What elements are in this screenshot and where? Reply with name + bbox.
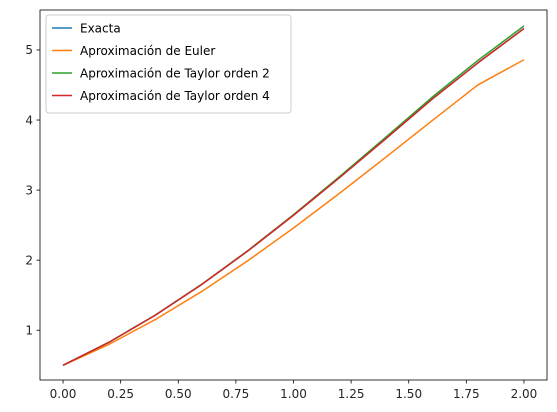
series-line-2	[62, 59, 525, 366]
y-tick-label: 4	[25, 113, 33, 127]
y-tick-label: 1	[25, 324, 33, 338]
y-tick-label: 5	[25, 43, 33, 57]
x-tick-label: 0.25	[107, 387, 134, 401]
x-tick-label: 2.00	[511, 387, 538, 401]
legend: Exacta Aproximación de Euler Aproximación …	[45, 14, 292, 114]
x-tick-label: 1.50	[395, 387, 422, 401]
legend-label: Exacta	[80, 21, 121, 35]
x-tick-label: 1.75	[453, 387, 480, 401]
legend-box	[45, 14, 292, 114]
y-tick-label: 2	[25, 253, 33, 267]
y-tick-label: 3	[25, 183, 33, 197]
x-tick-label: 0.00	[50, 387, 77, 401]
x-tick-label: 1.25	[338, 387, 365, 401]
y-axis: 1 2 3 4 5	[25, 43, 40, 338]
legend-label: Aproximación de Euler	[80, 44, 215, 58]
series-layer	[62, 25, 525, 366]
series-line-4	[62, 27, 525, 366]
x-tick-label: 0.75	[223, 387, 250, 401]
x-tick-label: 1.00	[280, 387, 307, 401]
x-axis: 0.00 0.25 0.50 0.75 1.00 1.25 1.50 1.75 2.00	[50, 380, 538, 401]
x-tick-label: 0.50	[165, 387, 192, 401]
legend-label: Aproximación de Taylor orden 4	[80, 89, 270, 103]
legend-label: Aproximación de Taylor orden 2	[80, 66, 270, 80]
